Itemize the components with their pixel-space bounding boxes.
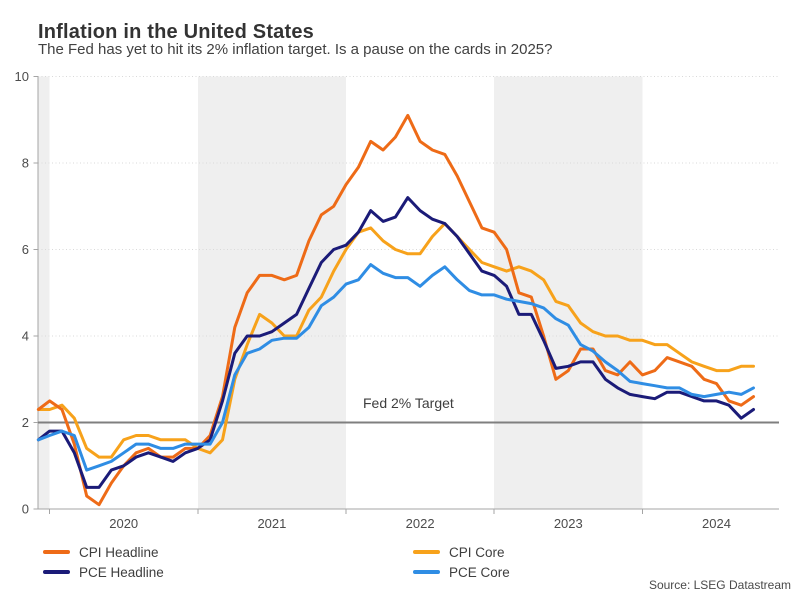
- target-line-label: Fed 2% Target: [363, 395, 454, 411]
- legend-swatch-cpi-core: [413, 550, 440, 554]
- legend-label-pce-core: PCE Core: [449, 564, 510, 580]
- svg-text:2024: 2024: [702, 516, 731, 531]
- series-line-pce-core: [36, 263, 755, 472]
- page-title: Inflation in the United States: [38, 21, 315, 44]
- svg-text:2020: 2020: [109, 516, 138, 531]
- chart-gridlines: [38, 76, 779, 337]
- legend-item-pce-headline: PCE Headline: [43, 562, 164, 582]
- svg-text:2: 2: [22, 415, 29, 430]
- legend-swatch-cpi-headline: [43, 550, 70, 554]
- legend-swatch-pce-headline: [43, 570, 70, 574]
- svg-text:2023: 2023: [554, 516, 583, 531]
- legend-item-pce-core: PCE Core: [413, 562, 510, 582]
- legend-item-cpi-core: CPI Core: [413, 542, 505, 562]
- series-line-cpi-core: [36, 222, 755, 459]
- svg-text:10: 10: [15, 69, 29, 84]
- legend-item-cpi-headline: CPI Headline: [43, 542, 159, 562]
- page-subtitle: The Fed has yet to hit its 2% inflation …: [38, 41, 553, 58]
- svg-text:0: 0: [22, 502, 29, 517]
- legend-label-cpi-headline: CPI Headline: [79, 544, 159, 560]
- svg-text:4: 4: [22, 329, 29, 344]
- svg-text:2021: 2021: [257, 516, 286, 531]
- legend-label-cpi-core: CPI Core: [449, 544, 505, 560]
- y-axis-ticks: 0 2 4 6 8 10: [15, 69, 38, 517]
- chart-axes: [37, 76, 779, 510]
- svg-text:8: 8: [22, 156, 29, 171]
- legend-label-pce-headline: PCE Headline: [79, 564, 164, 580]
- series-line-cpi-headline: [36, 113, 755, 507]
- source-credit: Source: LSEG Datastream: [648, 578, 791, 592]
- svg-text:2022: 2022: [406, 516, 435, 531]
- x-axis-ticks: 2020 2021 2022 2023 2024: [49, 509, 731, 531]
- series-line-pce-headline: [36, 196, 755, 489]
- svg-text:6: 6: [22, 242, 29, 257]
- legend-swatch-pce-core: [413, 570, 440, 574]
